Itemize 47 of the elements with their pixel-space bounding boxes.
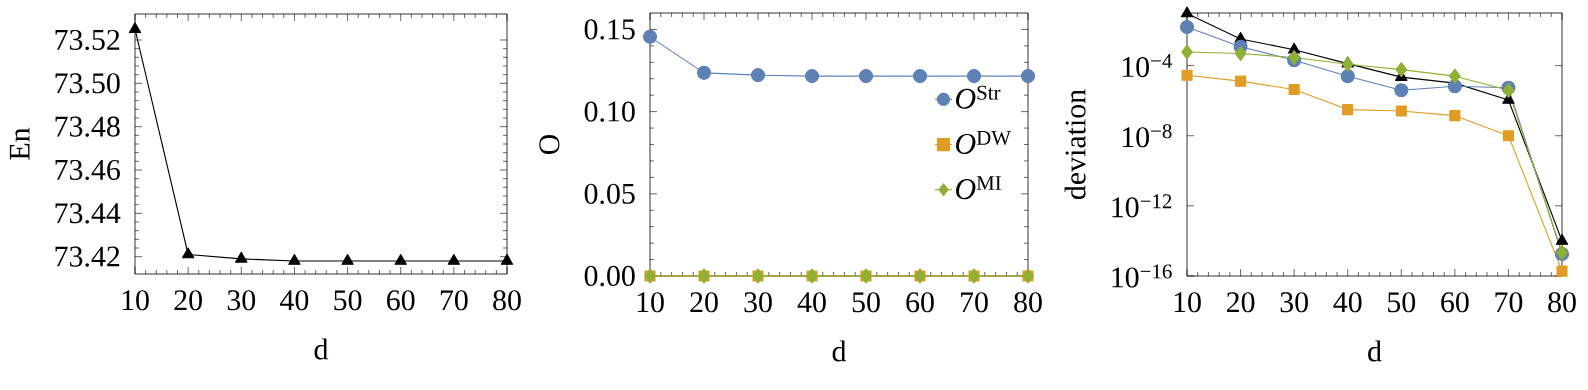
y-tick-label: 10$^{−4}$ (1122, 54, 1173, 78)
x-tick-label: 70 (961, 292, 988, 313)
x-tick-label: 30 (1280, 292, 1308, 313)
y-tick-label: 10$^{−8}$ (1122, 124, 1172, 148)
x-tick-label: 40 (280, 290, 309, 311)
x-tick-label: 40 (1333, 292, 1362, 313)
y-tick-label: 10$^{−16}$ (1112, 264, 1172, 288)
y-axis-title: O (539, 134, 560, 155)
x-tick-label: 30 (227, 290, 256, 311)
x-tick-label: 10 (637, 292, 664, 313)
y-tick-label: 73.50 (55, 73, 120, 94)
y-tick-label: 10$^{−12}$ (1112, 194, 1172, 218)
x-tick-label: 60 (906, 292, 934, 313)
y-tick-label: 0.10 (584, 101, 635, 122)
x-tick-label: 10 (1174, 292, 1201, 313)
y-tick-label: 0.15 (584, 19, 635, 40)
x-tick-label: 60 (1441, 292, 1469, 313)
x-tick-label: 50 (1388, 292, 1416, 313)
y-tick-label: 73.42 (55, 246, 120, 267)
x-tick-label: 80 (1014, 292, 1042, 313)
x-tick-label: 80 (1548, 292, 1576, 313)
y-tick-label: 0.05 (584, 183, 635, 204)
y-tick-label: 73.52 (55, 29, 120, 51)
x-tick-label: 50 (334, 290, 362, 311)
x-tick-label: 10 (122, 290, 149, 311)
x-tick-label: 20 (174, 290, 202, 311)
legend-label: O$^{Str}$ (956, 85, 1001, 109)
y-tick-label: 73.48 (55, 116, 120, 137)
x-tick-label: 30 (744, 292, 772, 313)
x-tick-label: 40 (797, 292, 826, 313)
y-tick-label: 73.44 (55, 203, 121, 224)
x-tick-label: 50 (852, 292, 880, 313)
x-tick-label: 70 (1495, 292, 1523, 313)
legend-label: O$^{DW}$ (956, 130, 1011, 154)
x-tick-label: 70 (440, 290, 468, 311)
x-tick-label: 60 (387, 290, 415, 311)
y-axis-title: deviation (1064, 89, 1086, 200)
x-tick-label: 20 (1226, 292, 1255, 313)
y-axis-title: En (9, 127, 30, 160)
x-tick-label: 20 (690, 292, 718, 313)
x-axis-title: d (1368, 340, 1382, 362)
x-tick-label: 80 (493, 290, 521, 311)
x-axis-title: d (314, 338, 329, 360)
x-axis-title: d (832, 340, 847, 362)
y-tick-label: 0.00 (584, 265, 635, 287)
legend-label: O$^{MI}$ (956, 176, 1001, 200)
y-tick-label: 73.46 (55, 159, 120, 181)
